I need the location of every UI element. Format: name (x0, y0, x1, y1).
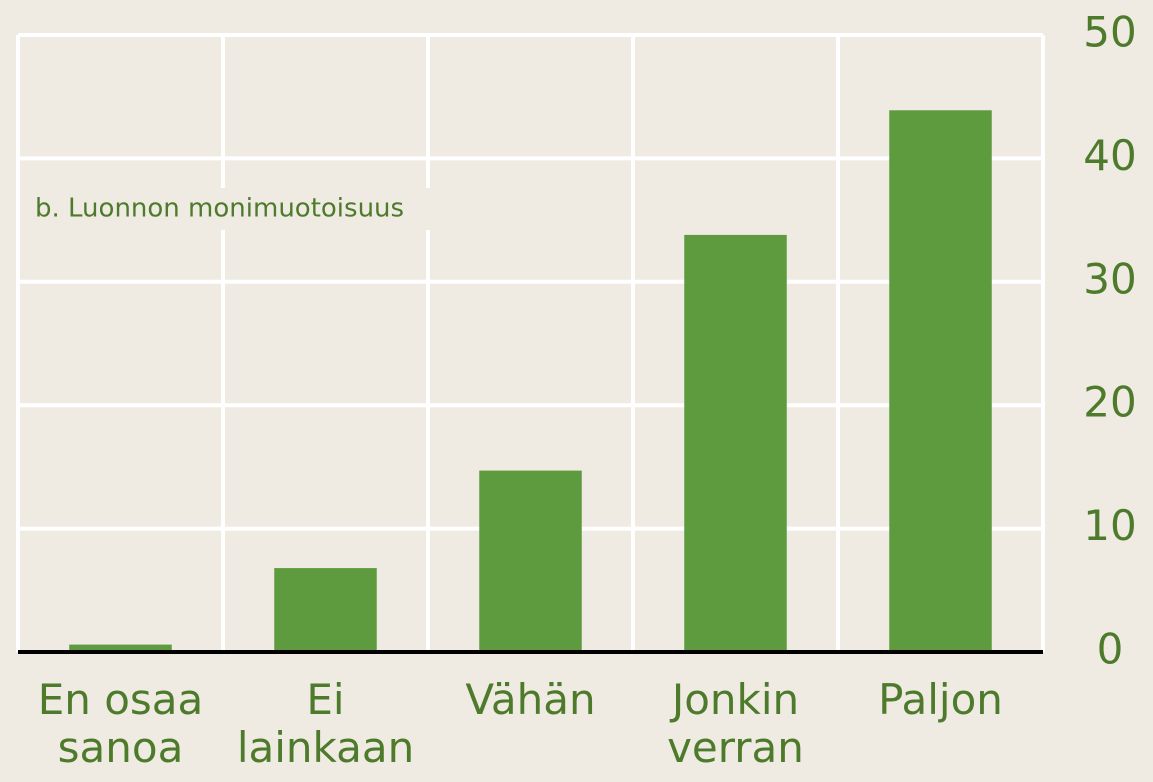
bar (274, 568, 377, 652)
y-tick-label: 10 (1083, 501, 1136, 550)
bar (889, 110, 992, 653)
x-tick-label: En osaa sanoa (37, 675, 204, 772)
x-tick-label: Ei lainkaan (236, 675, 415, 772)
y-tick-label: 50 (1083, 8, 1136, 57)
x-tick-label: Jonkin verran (667, 675, 804, 772)
x-tick-label: Vähän (465, 675, 596, 724)
y-tick-label: 20 (1083, 378, 1136, 427)
bar (479, 470, 582, 652)
y-tick-label: 30 (1083, 254, 1136, 303)
x-tick-label: Paljon (878, 675, 1003, 724)
y-tick-label: 40 (1083, 131, 1136, 180)
bar (69, 644, 172, 652)
chart-title: b. Luonnon monimuotoisuus (35, 194, 404, 224)
bar (684, 234, 787, 652)
y-tick-label: 0 (1097, 625, 1124, 674)
title-background (28, 188, 468, 230)
